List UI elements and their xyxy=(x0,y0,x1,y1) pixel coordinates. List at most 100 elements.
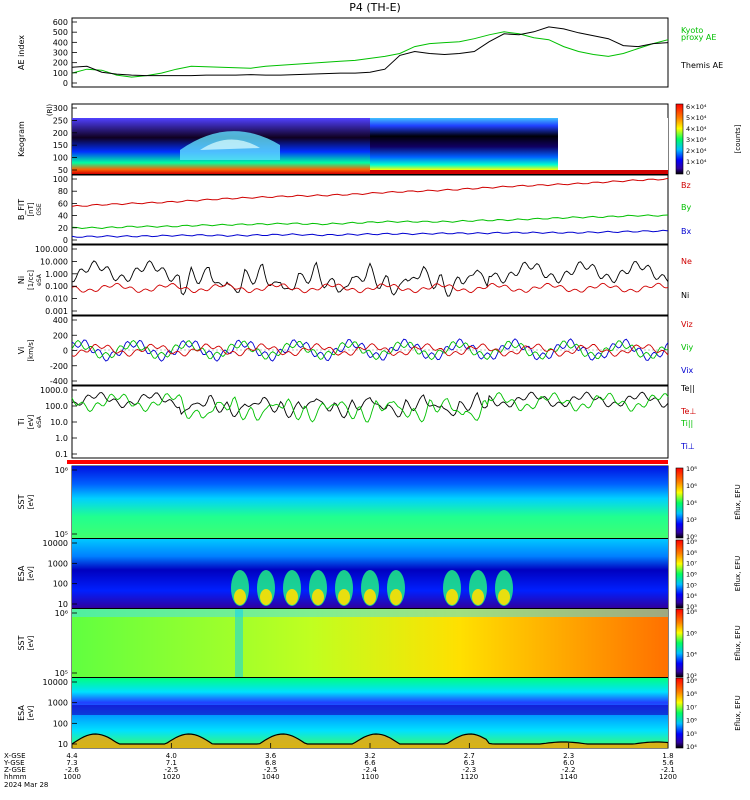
plot-title: P4 (TH-E) xyxy=(349,1,401,14)
sst-e-colorbar xyxy=(675,467,684,539)
keogram-ytick: 100 xyxy=(53,154,68,163)
esa_e-colorbar-tick: 10⁷ xyxy=(686,560,697,568)
velocity-ytick: -400 xyxy=(50,377,68,386)
temperature-ytick: 1000.0 xyxy=(40,386,68,395)
xaxis-tick-label: 2.7 xyxy=(464,752,475,760)
keogram-colorbar-tick: 6×10⁴ xyxy=(686,103,707,111)
xaxis-tick-label: -2.2 xyxy=(562,766,576,774)
legend-viy: Viy xyxy=(681,343,694,352)
esa-e-burst-core xyxy=(260,589,272,605)
esa_i-colorbar-label: Eflux, EFU xyxy=(734,695,742,730)
xaxis-row-label: X-GSE xyxy=(4,752,26,760)
esa_e-colorbar-tick: 10⁹ xyxy=(686,538,697,546)
esa-e-burst-core xyxy=(498,589,510,605)
legend-ti-perp: Ti⊥ xyxy=(680,442,695,451)
temperature-ylabel: Ti xyxy=(17,419,26,427)
xaxis-tick-label: 1100 xyxy=(361,773,379,781)
density-ytick: 100.000 xyxy=(35,245,68,254)
keogram-colorbar-tick: 2×10⁴ xyxy=(686,147,707,155)
esa_i-ytick: 10 xyxy=(58,740,68,749)
density-ytick: 1.000 xyxy=(45,270,68,279)
sst_i-ytick: 10⁶ xyxy=(55,609,68,618)
ae-ytick: 0 xyxy=(63,79,68,88)
legend-viz: Viz xyxy=(681,320,693,329)
ae-index-lines xyxy=(71,26,669,78)
keogram-ytick: 200 xyxy=(53,129,68,138)
sst_e-colorbar-tick: 10⁰ xyxy=(686,533,697,541)
xaxis-tick-label: -2.3 xyxy=(462,766,476,774)
sst_e-ytick: 10⁶ xyxy=(55,466,68,475)
sst_i-ylabel-unit: [eV] xyxy=(27,635,35,650)
esa_e-colorbar-tick: 10⁵ xyxy=(686,581,697,589)
xaxis-tick-label: 3.2 xyxy=(364,752,375,760)
keogram-colorbar-tick: 3×10⁴ xyxy=(686,136,707,144)
esa_e-ytick: 10 xyxy=(58,600,68,609)
xaxis-tick-label: 6.8 xyxy=(265,759,276,767)
esa-i-colorbar xyxy=(675,677,684,749)
sst_e-colorbar-label: Eflux, EFU xyxy=(734,484,742,519)
sst_i-colorbar-tick: 10⁶ xyxy=(686,629,697,637)
esa_e-colorbar-tick: 10⁴ xyxy=(686,592,697,600)
sst-ion-heatmap xyxy=(72,609,668,677)
esa_i-colorbar-tick: 10⁷ xyxy=(686,703,697,711)
ae-ytick: 500 xyxy=(53,28,68,37)
ae-ytick: 600 xyxy=(53,18,68,27)
esa-e-burst-core xyxy=(364,589,376,605)
esa_i-colorbar-tick: 10⁶ xyxy=(686,717,697,725)
ae-ylabel: AE index xyxy=(17,35,26,70)
xaxis-tick-label: -2.6 xyxy=(65,766,79,774)
esa_e-ytick: 100 xyxy=(53,580,68,589)
viy-line xyxy=(71,339,669,361)
xaxis-tick-label: 6.3 xyxy=(464,759,475,767)
sst_e-ylabel: SST xyxy=(17,494,26,509)
bfield-lines xyxy=(71,177,669,238)
xaxis-tick-label: 1.8 xyxy=(662,752,673,760)
sst_e-ytick: 10⁵ xyxy=(55,530,68,539)
ae-panel-frame xyxy=(71,17,669,88)
bx-line xyxy=(71,229,669,238)
sst_i-colorbar-tick: 10⁸ xyxy=(686,608,697,616)
velocity-ylabel-unit: [km/s] xyxy=(27,339,35,362)
esa_e-ylabel-unit: [eV] xyxy=(27,566,35,581)
legend-bx: Bx xyxy=(681,227,691,236)
esa_e-colorbar-tick: 10³ xyxy=(686,603,697,611)
xaxis-tick-label: 6.6 xyxy=(364,759,376,767)
colorbars xyxy=(675,103,684,749)
velocity-ytick: -200 xyxy=(50,362,68,371)
ae-ytick: 400 xyxy=(53,38,68,47)
sst_e-colorbar-tick: 10⁶ xyxy=(686,482,697,490)
keogram-colorbar xyxy=(675,103,684,175)
velocity-ylabel: Vi xyxy=(17,347,26,355)
esa_e-ylabel: ESA xyxy=(17,565,26,581)
esa-e-burst-core xyxy=(312,589,324,605)
kyoto-ae-line xyxy=(71,31,669,78)
ae-ytick: 100 xyxy=(53,69,68,78)
xaxis-tick-label: 2.3 xyxy=(563,752,574,760)
sst-electron-heatmap xyxy=(72,466,668,538)
esa_e-colorbar-tick: 10⁸ xyxy=(686,549,697,557)
xaxis-tick-label: -2.1 xyxy=(661,766,675,774)
xaxis-row-label: Z-GSE xyxy=(4,766,26,774)
legend-bz: Bz xyxy=(681,181,691,190)
legend-vix: Vix xyxy=(681,366,694,375)
xaxis-tick-label: -2.5 xyxy=(264,766,278,774)
viz-line xyxy=(71,343,669,357)
sst_e-ylabel-unit: [eV] xyxy=(27,494,35,509)
sst_i-ylabel: SST xyxy=(17,635,26,650)
xaxis-tick-label: -2.5 xyxy=(164,766,178,774)
temperature-ytick: 1.0 xyxy=(55,434,68,443)
legend-themis-ae: Themis AE xyxy=(680,61,723,70)
sst_e-colorbar-tick: 10⁴ xyxy=(686,499,697,507)
xaxis-tick-label: 5.6 xyxy=(662,759,674,767)
sst_e-colorbar-tick: 10⁸ xyxy=(686,465,697,473)
xaxis-row-label: 2024 Mar 28 xyxy=(4,781,48,789)
ti-par-line xyxy=(71,391,669,423)
density-ytick: 0.001 xyxy=(45,307,68,316)
esa-i-boundary-line xyxy=(71,733,669,745)
temperature-ylabel-inst: eSA xyxy=(36,415,43,428)
legend-ni: Ni xyxy=(681,291,689,300)
esa_i-ytick: 100 xyxy=(53,719,68,728)
xaxis-tick-label: 1040 xyxy=(262,773,280,781)
keogram-ytick: 50 xyxy=(58,166,68,175)
sst_i-colorbar-tick: 10⁴ xyxy=(686,651,697,659)
